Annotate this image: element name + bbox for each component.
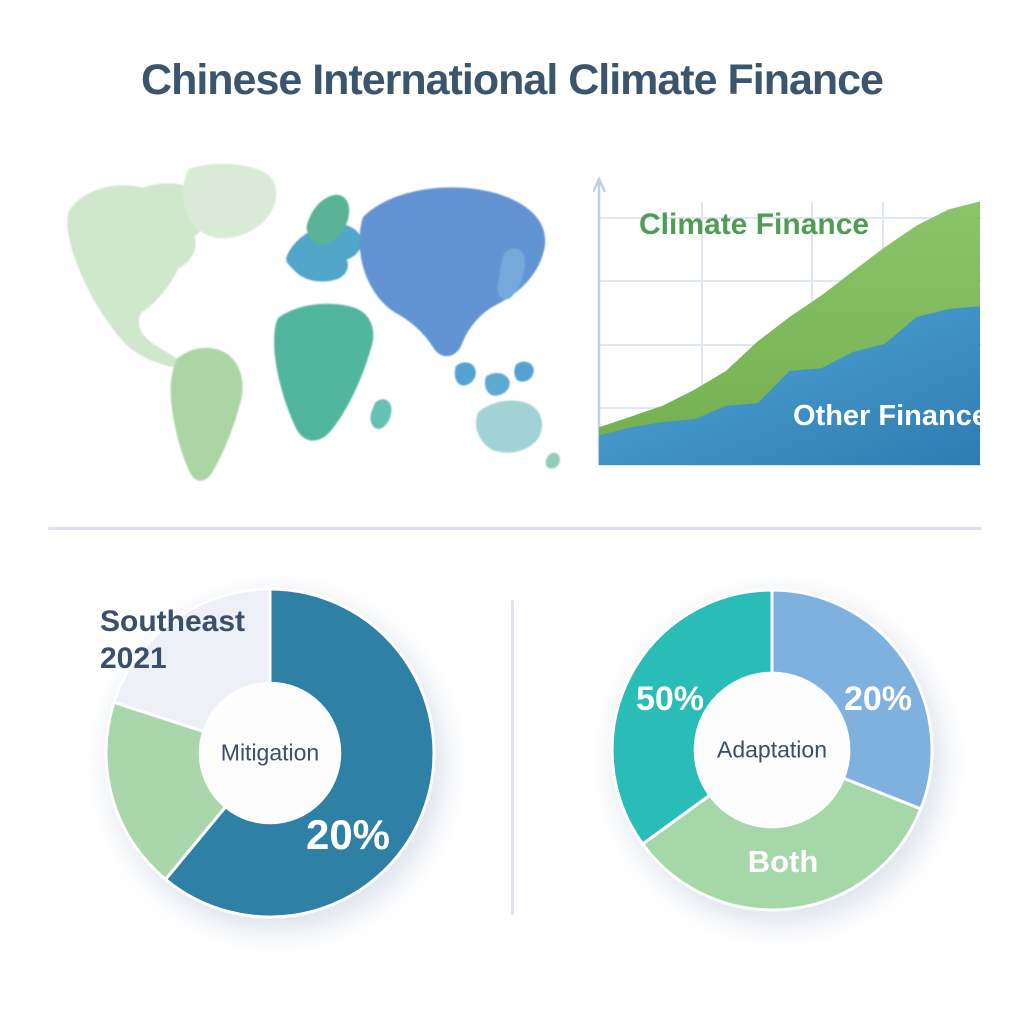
adaptation-center-label: Adaptation (717, 736, 827, 763)
y-axis-arrow-icon (593, 176, 607, 193)
map-region-southeast-asia-3 (514, 361, 534, 382)
world-map-svg (67, 163, 560, 481)
map-region-new-zealand (545, 452, 560, 469)
adaptation-both-label: Both (747, 844, 819, 879)
donut-hole (198, 681, 342, 825)
area-chart-svg (593, 176, 981, 466)
map-region-southeast-asia-1 (454, 362, 476, 386)
climate-finance-label: Climate Finance (639, 208, 870, 241)
map-region-japan (497, 248, 525, 300)
mitigation-pct-label: 20% (305, 811, 391, 858)
annotation-line1: Southeast (100, 605, 246, 638)
donut-slice-adaptation-both (641, 748, 923, 912)
map-region-europe (286, 223, 362, 282)
mitigation-donut-chart: Mitigation 20% (102, 585, 438, 921)
adaptation-donut-chart: Adaptation 50% 20% Both (608, 586, 936, 914)
map-region-madagascar (370, 399, 392, 429)
map-region-scandinavia (306, 194, 350, 245)
world-map (38, 156, 583, 490)
horizontal-divider (48, 527, 982, 530)
map-region-africa (274, 303, 374, 441)
map-region-north-america (67, 183, 209, 367)
other-finance-label: Other Finance (793, 400, 988, 432)
mitigation-center-label: Mitigation (220, 739, 320, 766)
page-title: Chinese International Climate Finance (141, 56, 884, 104)
map-region-asia (359, 187, 546, 357)
mitigation-donut-svg (104, 587, 436, 919)
map-region-south-america (170, 347, 243, 481)
finance-area-chart: Climate Finance Other Finance (593, 166, 988, 470)
map-region-australia (475, 400, 543, 453)
adaptation-50-label: 50% (635, 680, 705, 718)
y-axis (593, 176, 607, 465)
adaptation-donut-svg (610, 588, 934, 912)
map-region-southeast-asia-2 (484, 372, 510, 396)
adaptation-20-label: 20% (843, 680, 913, 718)
vertical-divider (511, 600, 514, 915)
map-region-greenland (182, 163, 277, 239)
donut-slice-adaptation-teal (610, 588, 774, 846)
donut-hole (693, 671, 851, 829)
annotation-line2: 2021 (100, 641, 167, 675)
other-finance-area (599, 306, 980, 465)
southeast-2021-annotation: Southeast 2021 (100, 604, 245, 677)
